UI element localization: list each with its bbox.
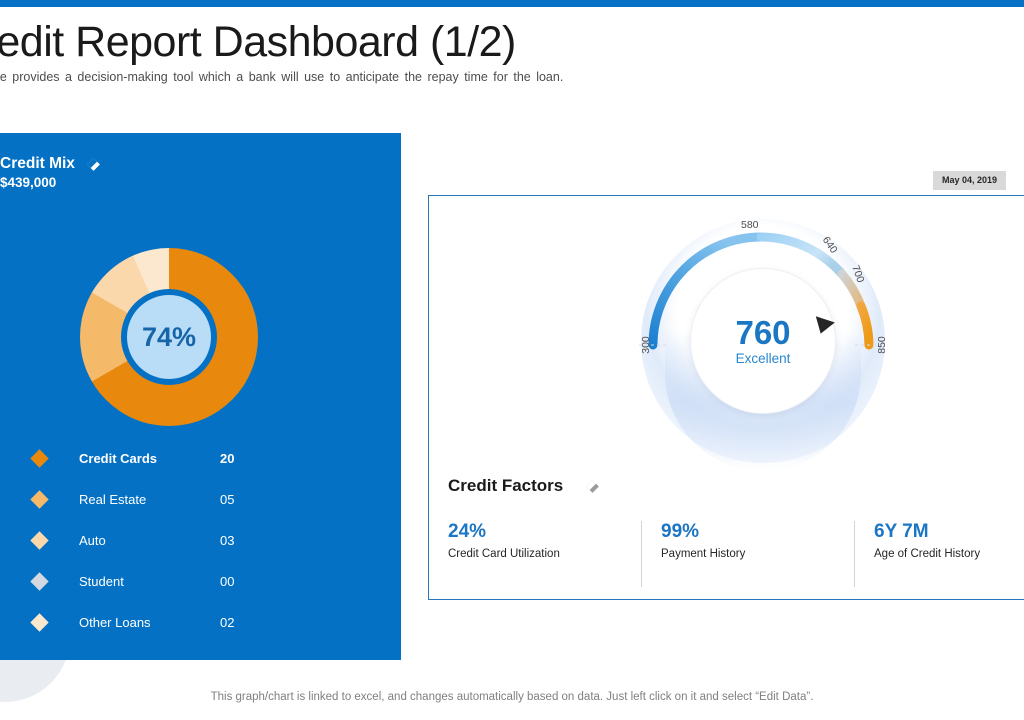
legend-item-label: Auto bbox=[79, 533, 106, 548]
gauge-tick-850: 850 bbox=[875, 336, 888, 354]
credit-factor-label: Payment History bbox=[661, 548, 746, 560]
credit-mix-legend: Credit Cards 20 Real Estate 05 Auto 03 Student… bbox=[0, 438, 250, 643]
gauge-readout: 760 Excellent bbox=[690, 268, 836, 414]
credit-score-gauge: 760 Excellent 300 580 640 700 850 bbox=[631, 211, 891, 471]
date-badge: May 04, 2019 bbox=[933, 171, 1007, 190]
credit-factors-row: 24% Credit Card Utilization 99% Payment His… bbox=[429, 521, 1024, 587]
page-subtitle: This slide provides a decision-making to… bbox=[0, 70, 564, 84]
page-title: Credit Report Dashboard (1/2) bbox=[0, 18, 516, 66]
credit-factor-value: 6Y 7M bbox=[874, 521, 929, 542]
legend-item: Real Estate 05 bbox=[0, 479, 250, 520]
credit-score-value: 760 bbox=[735, 314, 791, 351]
legend-item-label: Credit Cards bbox=[79, 451, 158, 466]
legend-diamond-icon bbox=[30, 449, 49, 468]
legend-item: Credit Cards 20 bbox=[0, 438, 250, 479]
gauge-band-700-850 bbox=[856, 301, 874, 350]
credit-factor-cell: 99% Payment History bbox=[641, 521, 854, 587]
donut-center-label: 74% bbox=[141, 321, 197, 352]
credit-factor-label: Age of Credit History bbox=[874, 548, 981, 560]
gauge-arc-svg bbox=[639, 232, 883, 350]
credit-factor-value: 99% bbox=[661, 521, 700, 542]
legend-diamond-icon bbox=[30, 490, 49, 509]
credit-mix-donut-chart: 74% bbox=[80, 248, 258, 426]
credit-factor-value: 24% bbox=[448, 521, 487, 542]
legend-item-value: 05 bbox=[220, 492, 235, 507]
legend-item-label: Real Estate bbox=[79, 492, 147, 507]
gauge-tick-580: 580 bbox=[741, 219, 759, 231]
credit-mix-title: Credit Mix bbox=[0, 155, 75, 172]
legend-item: Other Loans 02 bbox=[0, 602, 250, 643]
credit-score-rating: Excellent bbox=[735, 351, 791, 366]
footer-note: This graph/chart is linked to excel, and… bbox=[210, 691, 814, 703]
credit-factor-cell: 6Y 7M Age of Credit History bbox=[854, 521, 1024, 587]
gauge-tick-300: 300 bbox=[639, 336, 652, 354]
credit-factors-header: Credit Factors bbox=[448, 476, 600, 496]
legend-item: Student 00 bbox=[0, 561, 250, 602]
legend-item-value: 20 bbox=[220, 451, 235, 466]
credit-factor-label: Credit Card Utilization bbox=[448, 548, 560, 560]
legend-item-label: Student bbox=[79, 574, 124, 589]
legend-diamond-icon bbox=[30, 531, 49, 550]
credit-mix-header: Credit Mix bbox=[0, 155, 100, 173]
credit-factors-title: Credit Factors bbox=[448, 476, 564, 495]
credit-mix-amount: $439,000 bbox=[0, 175, 57, 190]
legend-diamond-icon bbox=[30, 613, 49, 632]
legend-item-value: 00 bbox=[220, 574, 235, 589]
gauge-band-580-640 bbox=[756, 232, 847, 279]
top-accent-bar bbox=[0, 0, 1024, 7]
legend-diamond-icon bbox=[30, 572, 49, 591]
legend-item: Auto 03 bbox=[0, 520, 250, 561]
info-diamond-icon[interactable] bbox=[586, 479, 600, 493]
gauge-inner-ring bbox=[690, 268, 836, 414]
info-diamond-icon[interactable] bbox=[87, 157, 100, 171]
gauge-band-300-580 bbox=[648, 232, 766, 350]
credit-factor-cell: 24% Credit Card Utilization bbox=[429, 521, 641, 587]
legend-item-label: Other Loans bbox=[79, 615, 151, 630]
credit-mix-panel: Credit Mix $439,000 74% Credit Cards 20 Re… bbox=[0, 133, 401, 660]
legend-item-value: 03 bbox=[220, 533, 235, 548]
legend-item-value: 02 bbox=[220, 615, 235, 630]
donut-center: 74% bbox=[121, 289, 217, 385]
credit-score-card: 760 Excellent 300 580 640 700 850 Credit… bbox=[428, 195, 1024, 600]
